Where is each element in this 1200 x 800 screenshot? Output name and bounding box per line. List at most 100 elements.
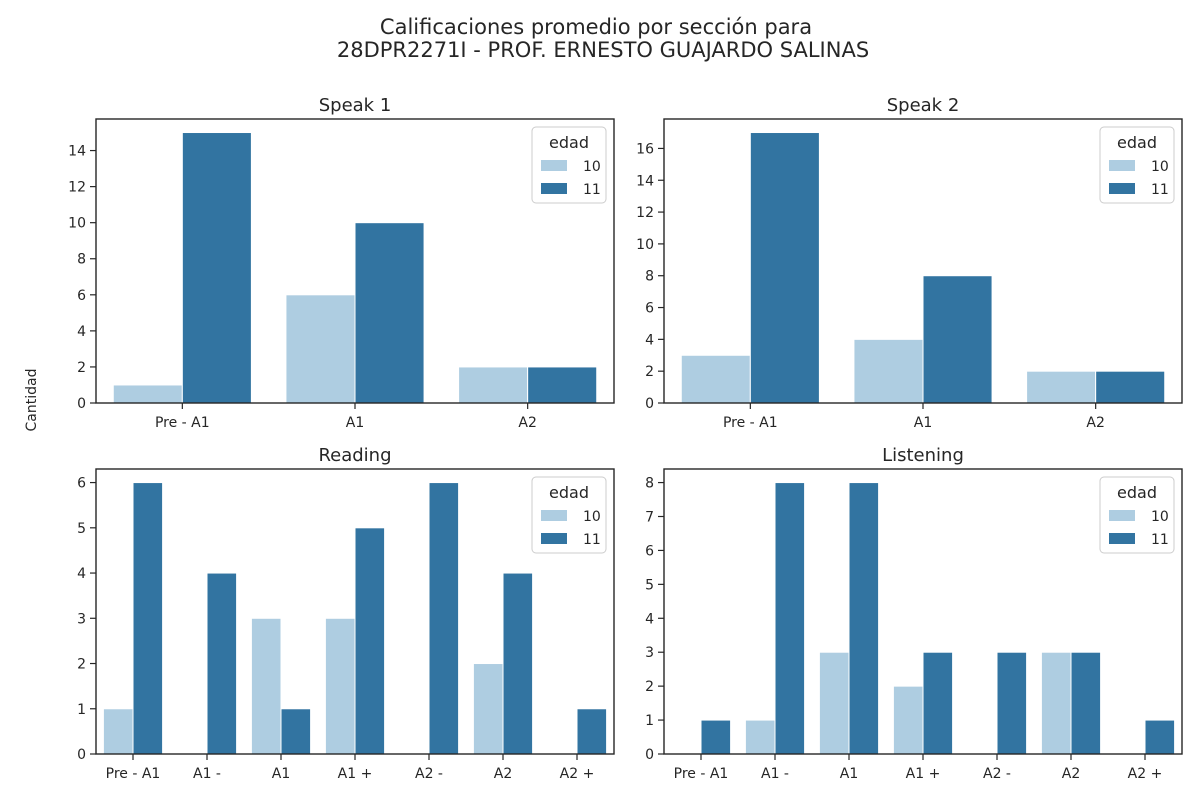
bar-11-0 bbox=[181, 132, 252, 404]
figure-title-line2: 28DPR2271I - PROF. ERNESTO GUAJARDO SALI… bbox=[337, 38, 869, 62]
legend-entry: 11 bbox=[583, 532, 601, 548]
subplot-1: 0 2 4 6 8 10 12 14 16 Pre - A1 A1 A2 Speak 2 edad 10 11 bbox=[636, 95, 1183, 431]
y-tick-label: 2 bbox=[77, 657, 86, 673]
legend-swatch-10 bbox=[541, 160, 567, 171]
legend-title: edad bbox=[549, 483, 589, 502]
y-tick-label: 4 bbox=[77, 566, 86, 582]
y-tick-label: 5 bbox=[77, 521, 86, 537]
x-tick-label: A2 - bbox=[415, 766, 443, 782]
y-tick-label: 6 bbox=[645, 543, 654, 559]
bar-10-2 bbox=[250, 617, 282, 755]
legend-entry: 11 bbox=[583, 182, 601, 198]
bar-10-1 bbox=[853, 338, 924, 404]
legend-entry: 11 bbox=[1151, 532, 1169, 548]
axes-frame bbox=[663, 468, 1183, 755]
bar-11-3 bbox=[922, 651, 954, 755]
bar-10-0 bbox=[680, 354, 751, 404]
x-tick-label: A2 bbox=[1062, 766, 1080, 782]
y-tick-label: 14 bbox=[68, 144, 86, 160]
bar-10-2 bbox=[818, 651, 850, 755]
legend-entry: 10 bbox=[583, 509, 601, 525]
legend-swatch-11 bbox=[1109, 183, 1135, 194]
bar-10-2 bbox=[458, 366, 529, 404]
y-tick-label: 2 bbox=[77, 360, 86, 376]
legend-title: edad bbox=[549, 133, 589, 152]
bar-11-1 bbox=[206, 572, 238, 755]
legend-entry: 10 bbox=[583, 159, 601, 175]
y-tick-label: 0 bbox=[645, 396, 654, 412]
y-tick-label: 7 bbox=[645, 510, 654, 526]
y-tick-label: 10 bbox=[68, 216, 86, 232]
bar-11-0 bbox=[132, 482, 164, 755]
bar-11-6 bbox=[576, 708, 608, 755]
bar-11-6 bbox=[1144, 719, 1176, 755]
legend-title: edad bbox=[1117, 133, 1157, 152]
y-tick-label: 1 bbox=[77, 702, 86, 718]
subplot-title: Listening bbox=[882, 445, 964, 466]
bar-10-2 bbox=[1026, 370, 1097, 404]
subplot-title: Reading bbox=[318, 445, 391, 466]
y-tick-label: 4 bbox=[645, 332, 654, 348]
x-tick-label: A1 bbox=[346, 415, 364, 431]
y-tick-label: 6 bbox=[77, 288, 86, 304]
x-tick-label: A1 bbox=[272, 766, 290, 782]
bar-11-2 bbox=[280, 708, 312, 755]
x-tick-label: A2 bbox=[518, 415, 536, 431]
bar-10-5 bbox=[1040, 651, 1072, 755]
figure-title-line1: Calificaciones promedio por sección para bbox=[380, 15, 812, 39]
y-tick-label: 2 bbox=[645, 679, 654, 695]
y-tick-label: 0 bbox=[77, 396, 86, 412]
subplot-0: 0 2 4 6 8 10 12 14 Pre - A1 A1 A2 Speak 1 edad 10 11 bbox=[68, 95, 615, 431]
bar-11-5 bbox=[502, 572, 534, 755]
y-tick-label: 12 bbox=[68, 180, 86, 196]
x-tick-label: Pre - A1 bbox=[723, 415, 778, 431]
bar-11-4 bbox=[428, 482, 460, 755]
bar-10-3 bbox=[892, 685, 924, 755]
y-tick-label: 4 bbox=[77, 324, 86, 340]
y-tick-label: 8 bbox=[77, 252, 86, 268]
y-tick-label: 16 bbox=[636, 141, 654, 157]
subplot-title: Speak 2 bbox=[887, 95, 960, 116]
y-tick-label: 1 bbox=[645, 713, 654, 729]
legend-swatch-11 bbox=[541, 533, 567, 544]
legend-swatch-11 bbox=[1109, 533, 1135, 544]
x-tick-label: Pre - A1 bbox=[674, 766, 729, 782]
x-tick-label: A2 + bbox=[1128, 766, 1163, 782]
x-tick-label: A1 bbox=[914, 415, 932, 431]
x-tick-label: A1 + bbox=[338, 766, 373, 782]
bar-11-5 bbox=[1070, 651, 1102, 755]
legend-title: edad bbox=[1117, 483, 1157, 502]
bar-11-1 bbox=[922, 275, 993, 404]
x-tick-label: A1 bbox=[840, 766, 858, 782]
axes-frame bbox=[663, 118, 1183, 404]
bar-10-1 bbox=[744, 719, 776, 755]
subplot-2: 0 1 2 3 4 5 6 Pre - A1 A1 - A1 A1 + A2 - A2 A2 + Readi… bbox=[77, 445, 615, 782]
x-tick-label: A2 + bbox=[560, 766, 595, 782]
x-tick-label: A2 bbox=[1086, 415, 1104, 431]
legend: edad 10 11 bbox=[1099, 476, 1175, 554]
bar-10-0 bbox=[112, 384, 183, 404]
x-tick-label: A2 bbox=[494, 766, 512, 782]
legend: edad 10 11 bbox=[1099, 126, 1175, 204]
bar-10-0 bbox=[102, 708, 134, 755]
bar-10-3 bbox=[324, 617, 356, 755]
y-tick-label: 10 bbox=[636, 237, 654, 253]
subplot-3: 0 1 2 3 4 5 6 7 8 Pre - A1 A1 - A1 A1 + A2 - A2 A2 + Lis… bbox=[645, 445, 1183, 782]
bar-11-2 bbox=[1095, 370, 1166, 404]
legend-swatch-11 bbox=[541, 183, 567, 194]
y-tick-label: 5 bbox=[645, 577, 654, 593]
x-tick-label: A1 - bbox=[193, 766, 221, 782]
legend-swatch-10 bbox=[541, 510, 567, 521]
legend-entry: 10 bbox=[1151, 509, 1169, 525]
legend-entry: 11 bbox=[1151, 182, 1169, 198]
y-axis-label: Cantidad bbox=[24, 369, 40, 432]
legend: edad 10 11 bbox=[531, 476, 607, 554]
x-tick-label: Pre - A1 bbox=[106, 766, 161, 782]
axes-frame bbox=[95, 118, 615, 404]
legend-swatch-10 bbox=[1109, 510, 1135, 521]
bar-11-1 bbox=[354, 222, 425, 404]
axes-frame bbox=[95, 468, 615, 755]
legend: edad 10 11 bbox=[531, 126, 607, 204]
